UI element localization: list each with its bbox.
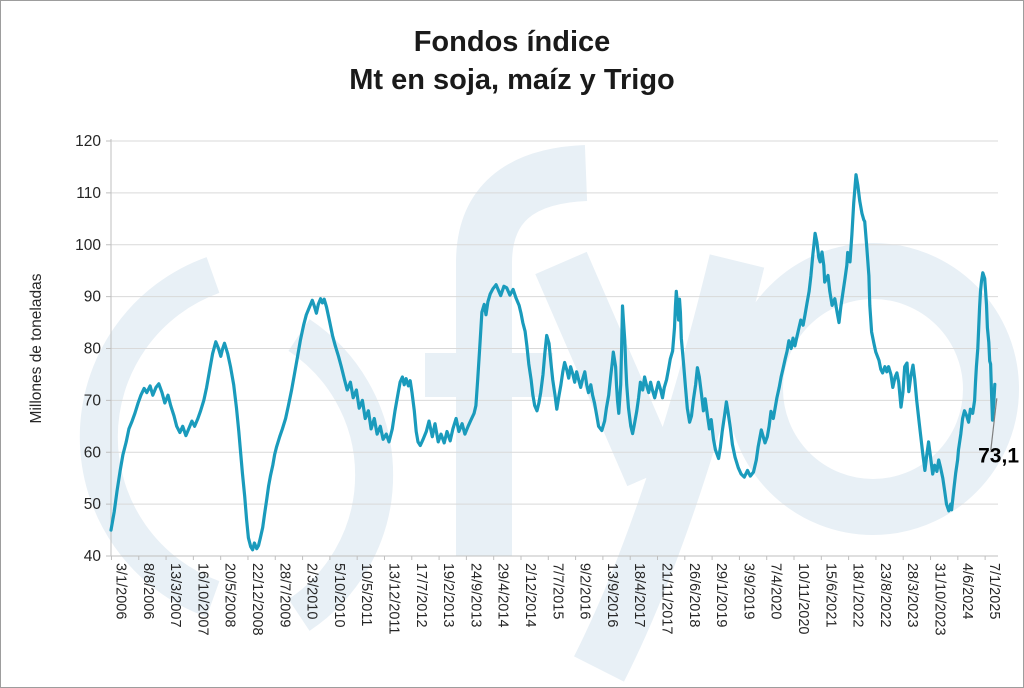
- x-tick-label: 24/9/2013: [467, 563, 483, 628]
- x-tick-label: 31/10/2023: [932, 563, 948, 636]
- watermark-paren-right-icon: [288, 319, 394, 631]
- x-tick-label: 20/5/2008: [222, 563, 238, 628]
- y-tick-label: 70: [84, 392, 102, 409]
- x-tick-label: 21/11/2017: [659, 563, 675, 635]
- x-tick-label: 5/10/2010: [331, 563, 347, 628]
- x-tick-label: 18/4/2017: [631, 563, 647, 628]
- x-tick-label: 22/12/2008: [249, 563, 265, 636]
- y-tick-label: 110: [76, 185, 101, 202]
- watermark-letter-f-icon: [456, 145, 588, 556]
- x-tick-label: 3/1/2006: [112, 563, 128, 619]
- x-tick-label: 28/7/2009: [276, 563, 292, 628]
- x-tick-label: 7/1/2025: [986, 563, 1002, 619]
- y-axis-title: Millones de toneladas: [28, 273, 45, 423]
- x-tick-label: 4/6/2024: [959, 563, 975, 619]
- x-tick-label: 16/10/2007: [194, 563, 210, 636]
- y-tick-label: 40: [84, 548, 102, 565]
- annotation-leader-line: [990, 398, 998, 451]
- x-tick-label: 13/3/2007: [167, 563, 183, 628]
- x-tick-label: 3/9/2019: [740, 563, 756, 619]
- y-tick-label: 50: [84, 496, 102, 513]
- x-tick-label: 10/11/2020: [795, 563, 811, 635]
- y-tick-label: 90: [84, 289, 102, 306]
- x-tick-label: 7/4/2020: [768, 563, 784, 619]
- x-tick-label: 17/7/2012: [413, 563, 429, 628]
- chart-title: Fondos índice Mt en soja, maíz y Trigo: [1, 23, 1023, 99]
- x-tick-label: 29/4/2014: [495, 563, 511, 628]
- x-tick-label: 15/6/2021: [822, 563, 838, 628]
- x-tick-label: 29/1/2019: [713, 563, 729, 628]
- watermark-letter-y-icon: [535, 251, 679, 487]
- chart-title-line1: Fondos índice: [413, 26, 611, 58]
- x-tick-label: 9/2/2016: [577, 563, 593, 619]
- y-tick-label: 100: [75, 237, 101, 254]
- y-tick-label: 60: [84, 444, 102, 461]
- watermark-paren-left-icon: [79, 257, 220, 617]
- x-tick-label: 13/12/2011: [385, 563, 401, 635]
- x-tick-label: 19/2/2013: [440, 563, 456, 628]
- x-tick-label: 10/5/2011: [358, 563, 374, 626]
- x-tick-label: 18/1/2022: [850, 563, 866, 628]
- x-tick-label: 23/8/2022: [877, 563, 893, 628]
- watermark-letter-y-tail-icon: [574, 254, 765, 682]
- x-tick-label: 8/8/2006: [140, 563, 156, 619]
- x-tick-label: 2/12/2014: [522, 563, 538, 628]
- x-tick-label: 13/9/2016: [604, 563, 620, 628]
- x-tick-label: 2/3/2010: [304, 563, 320, 619]
- x-tick-label: 28/3/2023: [904, 563, 920, 628]
- data-series-line: [109, 173, 997, 552]
- y-tick-label: 120: [75, 133, 101, 150]
- chart-title-line2: Mt en soja, maíz y Trigo: [349, 64, 675, 96]
- y-tick-label: 80: [84, 341, 102, 358]
- x-tick-label: 26/6/2018: [686, 563, 702, 628]
- x-tick-label: 7/7/2015: [549, 563, 565, 619]
- last-value-label: 73,1: [978, 444, 1019, 467]
